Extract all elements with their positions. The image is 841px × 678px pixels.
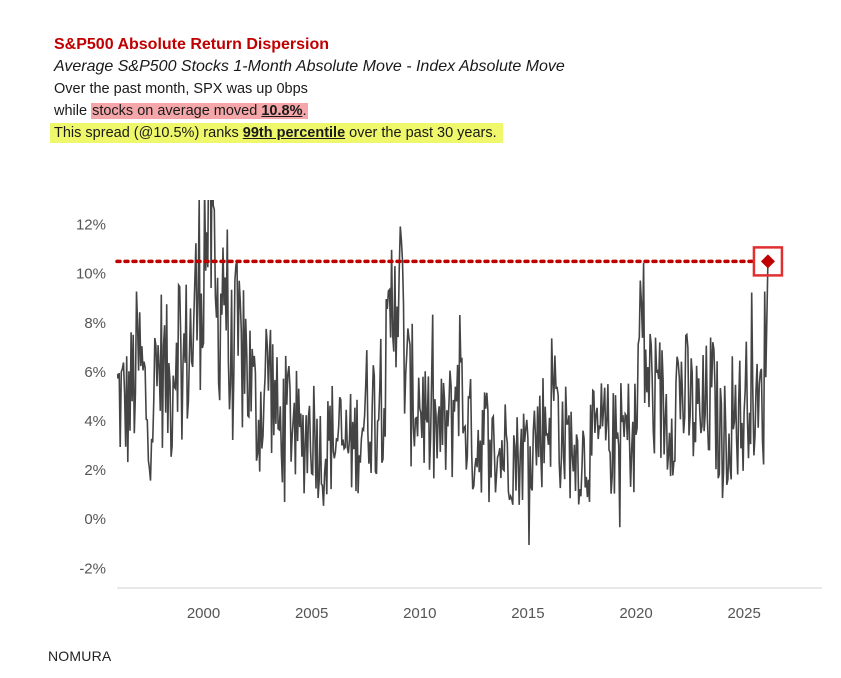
x-tick-label: 2010 [403,605,436,622]
current-point-highlight-box [752,246,784,277]
dispersion-chart: -2% 0% 2% 4% 6% 8% 10% 12% 2000 2005 2010 2015 2020 2… [76,200,822,622]
y-tick-label: 0% [84,511,106,528]
pink-highlight: stocks on average moved 10.8%. [91,103,308,119]
current-point-marker [760,254,775,269]
y-tick-label: 12% [76,217,106,234]
y-tick-label: 4% [84,413,106,430]
percentile-value: 99th percentile [242,125,346,141]
y-tick-label: -2% [79,560,106,577]
average-move-value: 10.8% [261,103,303,119]
dispersion-series-line [117,200,769,546]
summary-line-2-suffix: . [302,103,307,119]
y-tick-label: 6% [84,364,106,381]
x-tick-label: 2015 [511,605,544,622]
summary-line-3-prefix: This spread (@10.5%) ranks [54,125,243,141]
y-tick-label: 8% [84,315,106,332]
summary-line-3-suffix: over the past 30 years. [345,125,497,141]
y-tick-label: 2% [84,462,106,479]
yellow-highlight: This spread (@10.5%) ranks 99th percenti… [50,123,503,143]
summary-line-2: while stocks on average moved 10.8%. [54,100,814,122]
summary-line-3: This spread (@10.5%) ranks 99th percenti… [50,122,814,144]
chart-header: S&P500 Absolute Return Dispersion Averag… [50,34,814,144]
source-label: NOMURA [48,648,112,664]
chart-title: S&P500 Absolute Return Dispersion [54,36,330,53]
x-tick-label: 2020 [619,605,652,622]
chart-subtitle: Average S&P500 Stocks 1-Month Absolute M… [54,58,565,75]
summary-line-2-highlight: stocks on average moved [92,103,262,119]
summary-line-1: Over the past month, SPX was up 0bps [54,81,308,97]
x-tick-label: 2025 [727,605,760,622]
x-tick-label: 2005 [295,605,328,622]
summary-line-2-prefix: while [54,103,92,119]
x-tick-label: 2000 [187,605,220,622]
y-tick-label: 10% [76,266,106,283]
